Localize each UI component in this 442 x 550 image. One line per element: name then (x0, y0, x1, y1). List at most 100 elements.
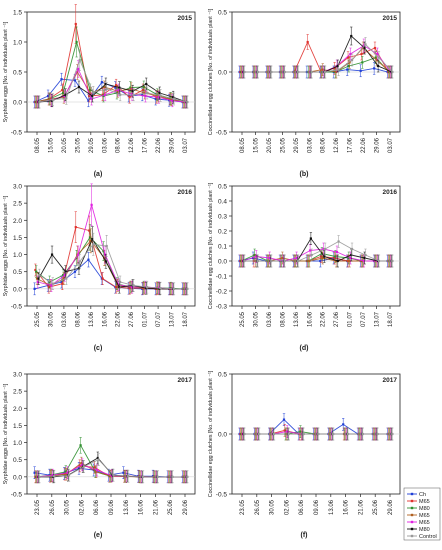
x-tick-label: 12.06 (334, 137, 340, 153)
chart-panel-5: -0.5 0.0 0.5 1.0 1.5 2.0 2.5 3.0 23.05 26.05 30.05… (3, 372, 196, 539)
data-point (100, 81, 103, 84)
data-point (63, 94, 66, 98)
data-point (324, 247, 327, 251)
data-point (78, 260, 81, 263)
data-point (361, 46, 365, 50)
data-point (118, 286, 121, 289)
legend-label: M65 (419, 520, 430, 526)
x-tick-label: 03.06 (267, 311, 273, 327)
x-tick-label: 02.06 (79, 499, 85, 515)
data-point (363, 256, 366, 260)
x-tick-label: 08.06 (116, 137, 122, 153)
y-tick-label: 0.0 (13, 286, 22, 293)
data-point (132, 93, 135, 96)
x-tick-label: 03.06 (307, 137, 313, 153)
data-point (60, 280, 63, 284)
data-point (96, 456, 99, 460)
data-point (302, 432, 305, 436)
data-point (89, 239, 92, 242)
data-point (141, 93, 144, 96)
data-point (88, 229, 91, 232)
data-point (172, 97, 176, 101)
data-point (283, 70, 286, 74)
data-point (350, 58, 354, 62)
x-tick-label: 29.06 (375, 137, 381, 153)
data-point (61, 282, 64, 285)
data-point (360, 52, 363, 56)
data-point (62, 274, 65, 277)
data-point (76, 70, 79, 74)
y-tick-label: 0.5 (13, 269, 22, 276)
x-tick-label: 25.05 (280, 137, 286, 153)
x-tick-label: 26.05 (255, 499, 261, 515)
data-point (87, 99, 90, 102)
data-point (287, 432, 290, 436)
data-point (350, 247, 354, 251)
y-tick-label: 2.0 (13, 406, 22, 413)
x-tick-label: 16.06 (102, 311, 108, 327)
data-point (346, 56, 350, 59)
data-point (310, 70, 313, 74)
data-point (78, 58, 81, 62)
data-point (255, 255, 258, 258)
data-point (141, 475, 145, 478)
y-tick-label: 3.0 (13, 372, 22, 379)
data-point (91, 238, 94, 241)
data-point (154, 97, 157, 101)
data-point (270, 259, 273, 263)
data-point (114, 86, 117, 89)
data-point (122, 471, 125, 474)
y-tick-label: -0.5 (11, 492, 23, 499)
x-tick-label: 15.05 (253, 137, 259, 153)
x-tick-label: 27.06 (334, 311, 340, 327)
x-tick-label: 29.06 (170, 137, 176, 153)
data-point (295, 256, 298, 260)
legend-label: M80 (419, 527, 430, 533)
data-point (60, 78, 63, 81)
data-point (363, 46, 366, 50)
series-line (244, 240, 393, 262)
data-point (38, 100, 41, 104)
legend-swatch-marker (410, 492, 414, 496)
data-point (283, 259, 286, 263)
chart-panel-1: -0.5 0.0 0.5 1.0 1.5 08.05 15.05 20.05 25.05 29.0… (3, 4, 196, 178)
data-point (144, 94, 147, 98)
data-point (97, 458, 100, 461)
data-point (335, 250, 339, 254)
x-tick-label: 20.05 (267, 137, 273, 153)
x-tick-label: 22.06 (156, 137, 162, 153)
data-point (101, 277, 104, 280)
year-label: 2016 (383, 189, 398, 196)
legend-label: Ch (419, 492, 426, 498)
data-point (33, 471, 36, 474)
data-point (50, 284, 53, 287)
data-point (64, 470, 67, 473)
legend-swatch-marker (410, 499, 414, 503)
data-point (105, 87, 108, 90)
data-point (35, 270, 38, 273)
data-point (119, 280, 122, 284)
y-axis-label: Syrphidae eggs [No. of individuals plant… (3, 195, 9, 296)
data-point (297, 70, 300, 74)
x-tick-label: 22.06 (321, 311, 327, 327)
data-point (243, 70, 246, 74)
data-point (321, 256, 324, 260)
data-point (90, 97, 93, 101)
data-point (33, 287, 36, 290)
data-point (87, 258, 90, 261)
data-point (79, 444, 82, 447)
data-point (347, 64, 350, 68)
data-point (64, 93, 67, 96)
data-point (373, 67, 376, 70)
legend-label: M65 (419, 499, 430, 505)
data-point (308, 259, 311, 263)
data-point (376, 432, 379, 436)
x-tick-label: 13.06 (294, 311, 300, 327)
data-point (281, 256, 284, 260)
series-line (240, 40, 389, 73)
series-line (38, 83, 187, 103)
y-axis-label: Coccinellidae egg clutches [No. of indiv… (208, 370, 214, 497)
x-tick-label: 16.06 (344, 499, 350, 515)
data-point (104, 82, 107, 86)
data-point (297, 259, 300, 263)
